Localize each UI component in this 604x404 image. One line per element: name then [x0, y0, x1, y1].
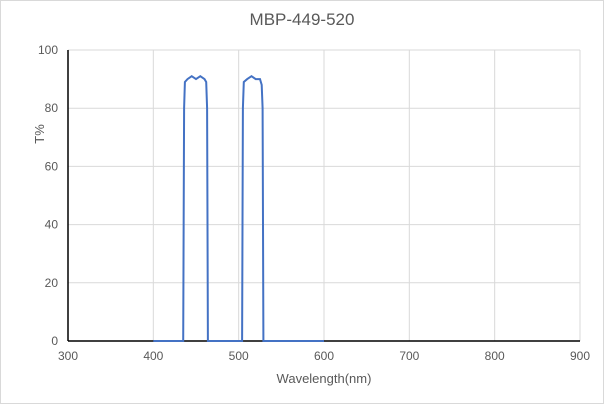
x-tick-label: 900 — [570, 349, 590, 363]
y-tick-label: 0 — [51, 334, 58, 348]
x-tick-label: 700 — [399, 349, 419, 363]
y-axis-title: T% — [32, 124, 47, 144]
transmission-curve — [153, 74, 324, 342]
x-tick-label: 400 — [143, 349, 163, 363]
y-tick-label: 100 — [38, 43, 58, 57]
x-tick-label: 800 — [485, 349, 505, 363]
y-tick-label: 60 — [45, 159, 59, 173]
y-tick-label: 40 — [45, 218, 59, 232]
x-tick-label: 500 — [229, 349, 249, 363]
y-tick-labels: 0 20 40 60 80 100 — [38, 43, 58, 348]
x-tick-label: 600 — [314, 349, 334, 363]
gridlines — [68, 49, 581, 341]
chart-title: MBP-449-520 — [249, 10, 355, 29]
y-tick-label: 20 — [45, 276, 59, 290]
x-tick-label: 300 — [58, 349, 78, 363]
y-tick-label: 80 — [45, 101, 59, 115]
x-axis-title: Wavelength(nm) — [277, 371, 372, 386]
x-tick-labels: 300 400 500 600 700 800 900 — [58, 349, 590, 363]
